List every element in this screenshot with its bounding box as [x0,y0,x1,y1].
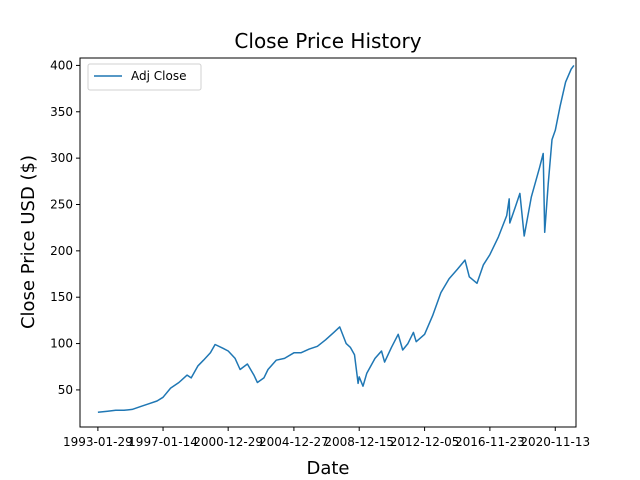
x-tick-label: 2016-11-23 [455,435,525,449]
plot-frame [79,57,577,428]
x-tick-label: 2004-12-27 [259,435,329,449]
x-tick-label: 2012-12-05 [390,435,460,449]
chart-title: Close Price History [234,29,421,53]
y-tick-label: 350 [50,105,73,119]
x-tick-label: 2020-11-13 [520,435,590,449]
y-tick-label: 150 [50,290,73,304]
x-axis-ticks: 1993-01-291997-01-142000-12-292004-12-27… [63,427,590,449]
x-axis-label: Date [306,458,349,479]
y-tick-label: 50 [58,383,73,397]
legend-box [87,63,202,91]
legend: Adj Close [87,63,202,91]
y-axis-label: Close Price USD ($) [18,155,39,329]
y-tick-label: 250 [50,197,73,211]
y-tick-label: 200 [50,244,73,258]
x-tick-label: 1997-01-14 [128,435,198,449]
y-tick-label: 100 [50,337,73,351]
y-axis-ticks: 50 100 150 200 250 300 350 400 [50,58,80,397]
x-tick-label: 2000-12-29 [193,435,263,449]
x-tick-label: 1993-01-29 [63,435,133,449]
y-tick-label: 400 [50,58,73,72]
series-line-adj-close [97,64,575,413]
legend-label-adj-close: Adj Close [131,69,186,83]
y-tick-label: 300 [50,151,73,165]
x-tick-label: 2008-12-15 [324,435,394,449]
